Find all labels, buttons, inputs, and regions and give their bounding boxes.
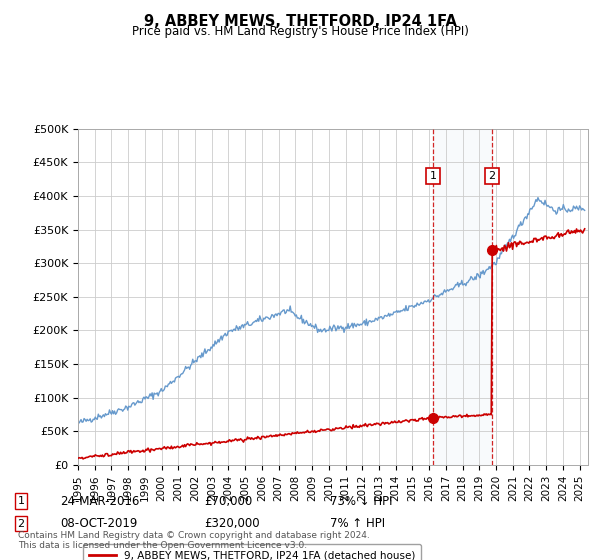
Bar — [433, 129, 492, 465]
Text: £320,000: £320,000 — [204, 517, 260, 530]
Text: 2: 2 — [17, 519, 25, 529]
Text: 7% ↑ HPI: 7% ↑ HPI — [330, 517, 385, 530]
Text: £70,000: £70,000 — [204, 494, 252, 508]
Text: 08-OCT-2019: 08-OCT-2019 — [60, 517, 137, 530]
Text: 2: 2 — [488, 171, 496, 181]
Text: 1: 1 — [430, 171, 436, 181]
Text: 9, ABBEY MEWS, THETFORD, IP24 1FA: 9, ABBEY MEWS, THETFORD, IP24 1FA — [143, 14, 457, 29]
Legend: 9, ABBEY MEWS, THETFORD, IP24 1FA (detached house), HPI: Average price, detached: 9, ABBEY MEWS, THETFORD, IP24 1FA (detac… — [83, 544, 421, 560]
Text: Price paid vs. HM Land Registry's House Price Index (HPI): Price paid vs. HM Land Registry's House … — [131, 25, 469, 38]
Text: 1: 1 — [17, 496, 25, 506]
Text: 73% ↓ HPI: 73% ↓ HPI — [330, 494, 392, 508]
Text: 24-MAR-2016: 24-MAR-2016 — [60, 494, 139, 508]
Text: Contains HM Land Registry data © Crown copyright and database right 2024.
This d: Contains HM Land Registry data © Crown c… — [18, 530, 370, 550]
